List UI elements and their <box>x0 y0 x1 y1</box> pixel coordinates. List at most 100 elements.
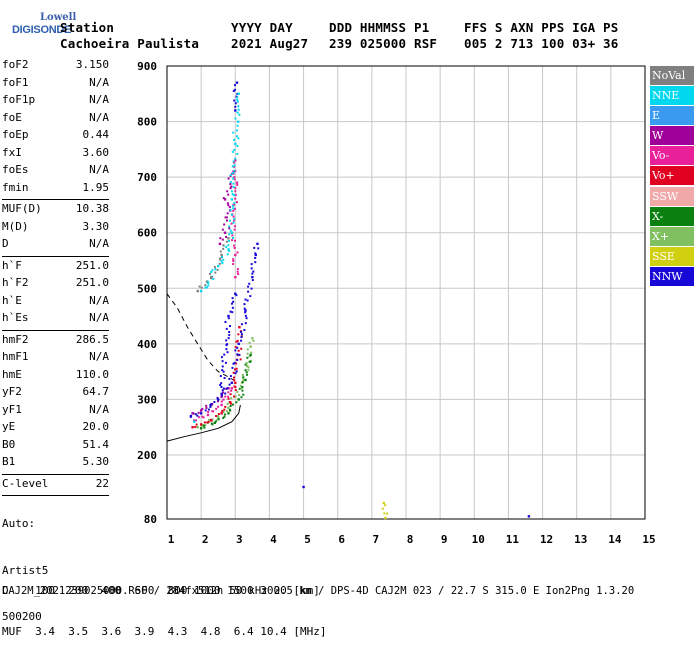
echo-point <box>236 270 239 273</box>
echo-point <box>217 413 220 416</box>
echo-point <box>224 413 227 416</box>
echo-point <box>254 252 257 255</box>
echo-point <box>232 186 235 189</box>
echo-point <box>194 413 197 416</box>
echo-point <box>224 395 227 398</box>
echo-point <box>233 194 236 197</box>
echo-point <box>251 279 254 282</box>
parameter-name: B0 <box>2 437 16 451</box>
echo-point <box>237 92 240 95</box>
parameter-value: N/A <box>89 110 109 124</box>
echo-point <box>244 311 247 314</box>
parameter-value: 286.5 <box>75 332 109 346</box>
parameter-value: 22 <box>95 476 109 490</box>
echo-point <box>219 237 222 240</box>
echo-point <box>227 406 230 409</box>
echo-point <box>239 358 242 361</box>
echo-point <box>236 124 239 127</box>
parameter-name: hmF2 <box>2 332 29 346</box>
echo-point <box>251 272 254 275</box>
echo-point <box>208 419 211 422</box>
echo-point <box>227 248 230 251</box>
echo-point <box>234 105 237 108</box>
echo-point <box>225 327 228 330</box>
echo-point <box>246 348 249 351</box>
echo-point <box>232 219 235 222</box>
echo-point <box>224 392 227 395</box>
echo-point <box>235 362 238 365</box>
parameter-row: hmF2 286.5 <box>2 333 109 351</box>
parameter-name: foEs <box>2 163 29 176</box>
y-tick-labels: 900 800 700 600 500 400 300 200 80 <box>137 60 157 526</box>
echo-point <box>228 377 231 380</box>
echo-point <box>232 263 235 266</box>
echo-point <box>214 271 217 274</box>
echo-point <box>233 148 236 151</box>
parameter-name: D <box>2 237 9 250</box>
echo-point <box>225 240 228 243</box>
echo-point <box>244 298 247 301</box>
echo-point <box>225 216 228 219</box>
echo-point <box>232 221 235 224</box>
parameter-name: foF1p <box>2 93 36 106</box>
echo-point <box>216 268 219 271</box>
echo-point <box>203 426 206 429</box>
parameter-name: yF1 <box>2 402 22 416</box>
echo-point <box>235 201 238 204</box>
plot-border <box>166 65 646 520</box>
logo-line2: DIGISONDE <box>12 24 72 36</box>
echo-point <box>228 227 231 230</box>
parameter-row: h`F2 251.0 <box>2 276 109 294</box>
echo-point <box>250 351 253 354</box>
parameter-name: fxI <box>2 145 22 159</box>
echo-point <box>219 383 222 386</box>
echo-point <box>196 426 199 429</box>
echo-point <box>247 366 250 369</box>
echo-point <box>220 412 223 415</box>
echo-point <box>236 100 239 103</box>
echo-point <box>237 108 240 111</box>
echo-point <box>230 389 233 392</box>
echo-point <box>236 99 239 102</box>
echo-point <box>231 234 234 237</box>
echo-point <box>231 366 234 369</box>
echo-point <box>236 268 239 271</box>
echo-point <box>231 239 234 242</box>
echo-point <box>229 310 232 313</box>
legend-item: X+ <box>650 226 694 246</box>
echo-point <box>235 370 238 373</box>
echo-point <box>221 256 224 259</box>
echo-point <box>234 159 237 162</box>
echo-point <box>251 337 254 340</box>
echo-point <box>236 144 239 147</box>
echo-point <box>223 231 227 234</box>
echo-point <box>241 389 244 392</box>
parameter-row: yF2 64.7 <box>2 385 109 403</box>
echo-point <box>233 169 236 172</box>
y-tick-label: 300 <box>137 393 157 406</box>
echo-point <box>216 400 219 403</box>
echo-point <box>217 418 220 421</box>
legend-item: X- <box>650 206 694 226</box>
echo-point <box>202 416 205 419</box>
echo-point <box>381 507 384 510</box>
echo-point <box>257 247 260 250</box>
x-tick-label: 15 <box>642 533 655 546</box>
echo-point <box>237 398 240 401</box>
polarization-legend: NoVal NNE E W Vo- Vo+ SSW X- X+ SSE NNW <box>650 66 694 287</box>
echo-point <box>199 423 203 426</box>
parameter-value: N/A <box>89 293 109 307</box>
parameter-row: foF1p N/A <box>2 93 109 111</box>
echo-point <box>232 177 235 180</box>
parameter-name: h`F <box>2 258 22 272</box>
y-tick-label: 800 <box>137 116 157 129</box>
echo-point <box>193 420 196 423</box>
header-row2-date: 2021 Aug27 <box>231 36 309 51</box>
echo-point <box>204 409 207 412</box>
echo-point <box>232 258 235 261</box>
echo-point <box>228 233 231 236</box>
echo-point <box>233 88 236 91</box>
echo-point <box>224 216 227 219</box>
echo-point <box>237 137 240 140</box>
echo-point <box>240 336 243 339</box>
